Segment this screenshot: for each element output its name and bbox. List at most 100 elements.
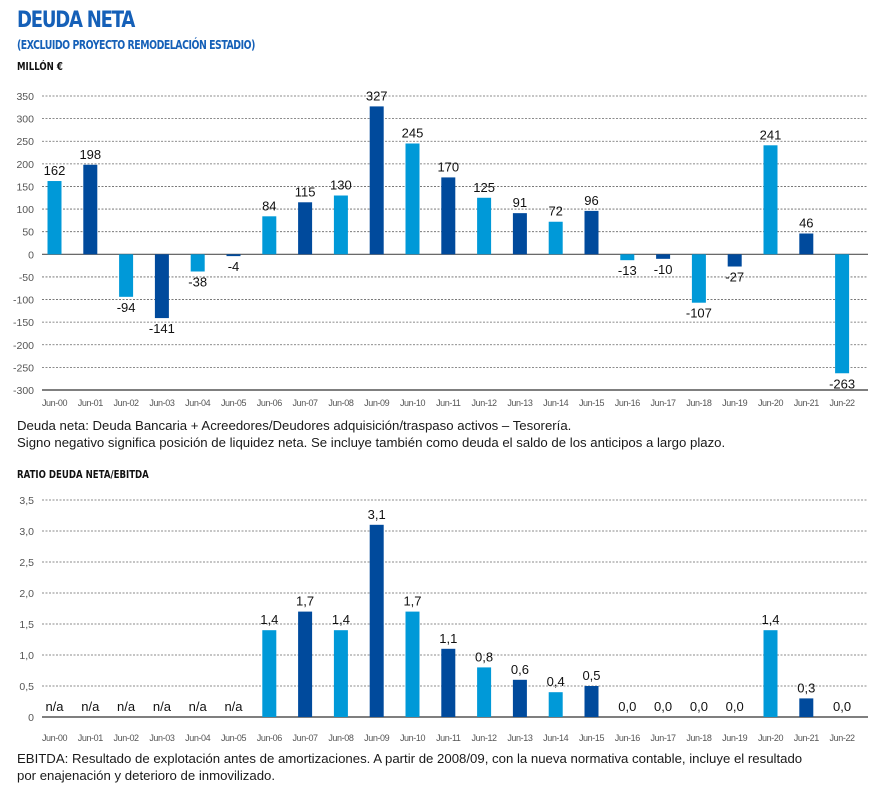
data-label: n/a [224, 699, 243, 714]
y-tick-label: 0 [28, 249, 34, 261]
x-tick-label: Jun-16 [615, 398, 641, 408]
x-tick-label: Jun-07 [293, 398, 319, 408]
data-label: 0,5 [582, 668, 600, 683]
data-label: -10 [654, 262, 673, 277]
footnote-line: por enajenación y deterioro de inmoviliz… [17, 768, 276, 783]
x-tick-label: Jun-14 [543, 733, 569, 743]
bar [548, 221, 563, 255]
data-label: 170 [437, 159, 459, 174]
data-label: -94 [117, 300, 136, 315]
data-label: 1,1 [439, 631, 457, 646]
bar [441, 648, 456, 717]
x-tick-label: Jun-16 [615, 733, 641, 743]
bar [47, 181, 62, 255]
x-tick-label: Jun-17 [651, 398, 677, 408]
x-tick-label: Jun-21 [794, 398, 820, 408]
chart-title: DEUDA NETA [17, 8, 135, 33]
x-tick-label: Jun-07 [293, 733, 319, 743]
x-tick-label: Jun-12 [472, 733, 498, 743]
bar [512, 679, 527, 717]
x-tick-label: Jun-01 [78, 733, 104, 743]
x-tick-label: Jun-10 [400, 398, 426, 408]
data-label: 0,0 [726, 699, 744, 714]
x-tick-label: Jun-04 [185, 733, 211, 743]
data-label: 125 [473, 180, 495, 195]
y-tick-label: -100 [13, 295, 34, 307]
data-label: 115 [295, 184, 316, 199]
bar [262, 216, 277, 255]
x-tick-label: Jun-03 [149, 733, 175, 743]
data-label: -13 [618, 263, 637, 278]
bar [477, 197, 492, 255]
bar [799, 698, 814, 717]
data-label: 96 [584, 193, 598, 208]
data-label: 0,3 [797, 680, 815, 695]
bar [656, 254, 671, 259]
bar [154, 254, 169, 319]
data-label: n/a [117, 699, 136, 714]
x-tick-label: Jun-02 [114, 398, 140, 408]
y-tick-label: 3,5 [19, 495, 34, 507]
y-tick-label: 350 [16, 91, 34, 103]
data-label: 72 [548, 204, 562, 219]
x-tick-label: Jun-13 [507, 398, 533, 408]
y-tick-label: 2,0 [19, 588, 34, 600]
bar [691, 254, 706, 303]
footnote-line: EBITDA: Resultado de explotación antes d… [17, 751, 803, 766]
data-label: 1,7 [403, 594, 421, 609]
y-tick-label: 2,5 [19, 557, 34, 569]
bar [298, 611, 313, 717]
bar [405, 143, 420, 255]
x-tick-label: Jun-08 [328, 398, 354, 408]
bar [799, 233, 814, 255]
y-tick-label: 0,5 [19, 681, 34, 693]
bar [369, 524, 384, 717]
data-label: n/a [189, 699, 208, 714]
data-label: -263 [829, 376, 855, 391]
data-label: 0,8 [475, 649, 493, 664]
bar [835, 254, 850, 374]
y-tick-label: -250 [13, 362, 34, 374]
bar [369, 106, 384, 255]
data-label: 84 [262, 198, 276, 213]
data-label: 245 [402, 125, 424, 140]
footnote-line: Signo negativo significa posición de liq… [17, 435, 726, 450]
data-label: 3,1 [368, 507, 386, 522]
x-tick-label: Jun-14 [543, 398, 569, 408]
x-tick-label: Jun-09 [364, 733, 390, 743]
x-tick-label: Jun-22 [830, 398, 856, 408]
unit-label: MILLÓN € [17, 60, 63, 73]
data-label: 0,0 [654, 699, 672, 714]
x-tick-label: Jun-00 [42, 733, 68, 743]
data-label: n/a [153, 699, 172, 714]
data-label: -107 [686, 306, 712, 321]
x-tick-label: Jun-11 [436, 733, 461, 743]
x-tick-label: Jun-00 [42, 398, 68, 408]
x-tick-label: Jun-06 [257, 733, 283, 743]
data-label: 1,4 [260, 612, 278, 627]
bar [298, 202, 313, 255]
x-tick-label: Jun-19 [722, 398, 748, 408]
data-label: -27 [725, 270, 744, 285]
y-tick-label: 150 [16, 181, 34, 193]
bar [477, 667, 492, 717]
data-label: 130 [330, 178, 352, 193]
x-tick-label: Jun-13 [507, 733, 533, 743]
bar [333, 195, 348, 255]
data-label: 0,6 [511, 662, 529, 677]
bar [584, 210, 599, 255]
x-tick-label: Jun-12 [472, 398, 498, 408]
y-tick-label: 200 [16, 159, 34, 171]
bar [620, 254, 635, 261]
x-tick-label: Jun-17 [651, 733, 677, 743]
x-tick-label: Jun-03 [149, 398, 175, 408]
y-tick-label: -300 [13, 385, 34, 397]
x-tick-label: Jun-09 [364, 398, 390, 408]
x-tick-label: Jun-18 [686, 733, 712, 743]
chart-subtitle: (EXCLUIDO PROYECTO REMODELACIÓN ESTADIO) [17, 38, 255, 52]
data-label: 327 [366, 88, 388, 103]
data-label: 0,0 [618, 699, 636, 714]
x-tick-label: Jun-18 [686, 398, 712, 408]
bar [548, 692, 563, 717]
data-label: 162 [44, 163, 66, 178]
